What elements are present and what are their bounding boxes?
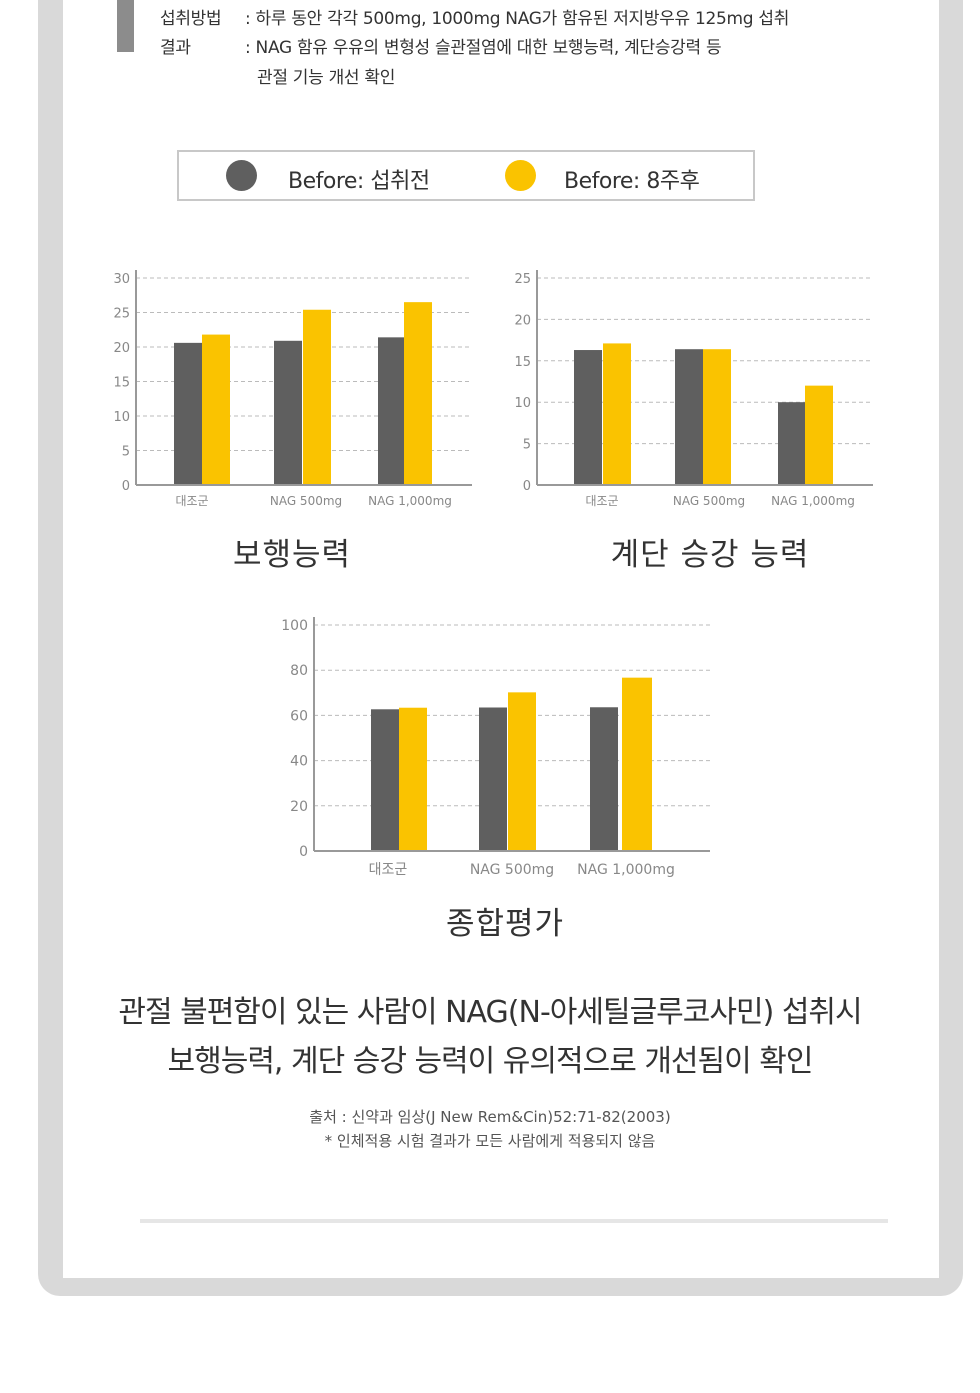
bar-before bbox=[378, 337, 406, 485]
y-tick-label: 25 bbox=[514, 272, 531, 287]
bar-before bbox=[174, 342, 202, 485]
y-tick-label: 15 bbox=[514, 355, 531, 370]
bar-before bbox=[590, 707, 618, 851]
bar-after bbox=[399, 707, 427, 851]
section-divider bbox=[140, 1219, 888, 1223]
bar-before bbox=[778, 402, 806, 485]
bar-before bbox=[274, 340, 302, 485]
bar-before bbox=[371, 709, 399, 851]
disclaimer-note: * 인체적용 시험 결과가 모든 사람에게 적용되지 않음 bbox=[324, 1132, 656, 1150]
chart-legend: Before: 섭취전 Before: 8주후 bbox=[177, 150, 755, 201]
walking-ability-title: 보행능력 bbox=[232, 537, 352, 573]
y-tick-label: 20 bbox=[113, 341, 130, 356]
content-card bbox=[63, 0, 939, 1278]
bar-after bbox=[805, 385, 833, 485]
legend-before-label: Before: 섭취전 bbox=[288, 169, 430, 194]
conclusion-line2: 보행능력, 계단 승강 능력이 유의적으로 개선됨이 확인 bbox=[167, 1044, 814, 1079]
y-tick-label: 0 bbox=[122, 479, 130, 494]
x-category-label: 대조군 bbox=[369, 862, 408, 878]
legend-after-swatch bbox=[505, 160, 536, 191]
y-tick-label: 5 bbox=[122, 445, 130, 460]
x-category-label: NAG 500mg bbox=[270, 494, 342, 508]
method-text: : 하루 동안 각각 500mg, 1000mg NAG가 함유된 저지방우유 … bbox=[245, 9, 790, 29]
result-text-line2: 관절 기능 개선 확인 bbox=[257, 68, 396, 88]
x-category-label: NAG 1,000mg bbox=[771, 494, 855, 508]
x-category-label: NAG 500mg bbox=[673, 494, 745, 508]
stair-climbing-chart: 0 5 10 15 20 25 대조군 NAG 500mg NAG 1,000mg bbox=[514, 270, 873, 508]
x-category-label: 대조군 bbox=[175, 494, 208, 508]
bar-after bbox=[703, 349, 731, 485]
bar-after bbox=[622, 677, 652, 851]
walking-ability-chart: 0 5 10 15 20 25 30 대조군 NAG 500mg NAG 1,000mg bbox=[113, 270, 472, 508]
y-tick-label: 100 bbox=[281, 618, 308, 634]
legend-after-label: Before: 8주후 bbox=[564, 169, 700, 194]
y-tick-label: 15 bbox=[113, 376, 130, 391]
bar-after bbox=[202, 334, 230, 485]
source-citation: 출처 : 신약과 임상(J New Rem&Cin)52:71-82(2003) bbox=[309, 1108, 671, 1126]
y-tick-label: 0 bbox=[523, 479, 531, 494]
bar-after bbox=[508, 692, 536, 851]
bar-before bbox=[479, 707, 507, 851]
y-tick-label: 60 bbox=[290, 708, 308, 724]
y-tick-label: 20 bbox=[514, 313, 531, 328]
section-accent-bar bbox=[117, 0, 134, 52]
y-tick-label: 0 bbox=[299, 844, 308, 860]
y-tick-label: 25 bbox=[113, 307, 130, 322]
stair-climbing-title: 계단 승강 능력 bbox=[610, 537, 810, 573]
bar-after bbox=[404, 302, 432, 485]
method-label: 섭취방법 bbox=[160, 9, 222, 29]
x-category-label: NAG 500mg bbox=[470, 862, 554, 878]
result-label: 결과 bbox=[160, 38, 191, 58]
y-tick-label: 40 bbox=[290, 754, 308, 770]
result-text-line1: : NAG 함유 우유의 변형성 슬관절염에 대한 보행능력, 계단승강력 등 bbox=[245, 38, 722, 58]
y-tick-label: 10 bbox=[514, 396, 531, 411]
bar-after bbox=[603, 343, 631, 485]
y-tick-label: 30 bbox=[113, 272, 130, 287]
conclusion-line1: 관절 불편함이 있는 사람이 NAG(N-아세틸글루코사민) 섭취시 bbox=[118, 995, 862, 1030]
x-category-label: 대조군 bbox=[585, 494, 618, 508]
legend-before-swatch bbox=[226, 160, 257, 191]
overall-evaluation-title: 종합평가 bbox=[445, 906, 565, 942]
x-category-label: NAG 1,000mg bbox=[368, 494, 452, 508]
bar-before bbox=[675, 349, 703, 485]
x-category-label: NAG 1,000mg bbox=[577, 862, 675, 878]
y-tick-label: 10 bbox=[113, 410, 130, 425]
y-tick-label: 5 bbox=[523, 438, 531, 453]
bar-after bbox=[303, 309, 331, 485]
y-tick-label: 80 bbox=[290, 663, 308, 679]
overall-evaluation-chart: 0 20 40 60 80 100 대조군 NAG 500mg NAG 1,000mg bbox=[281, 617, 710, 878]
y-tick-label: 20 bbox=[290, 799, 308, 815]
bar-before bbox=[574, 350, 602, 485]
